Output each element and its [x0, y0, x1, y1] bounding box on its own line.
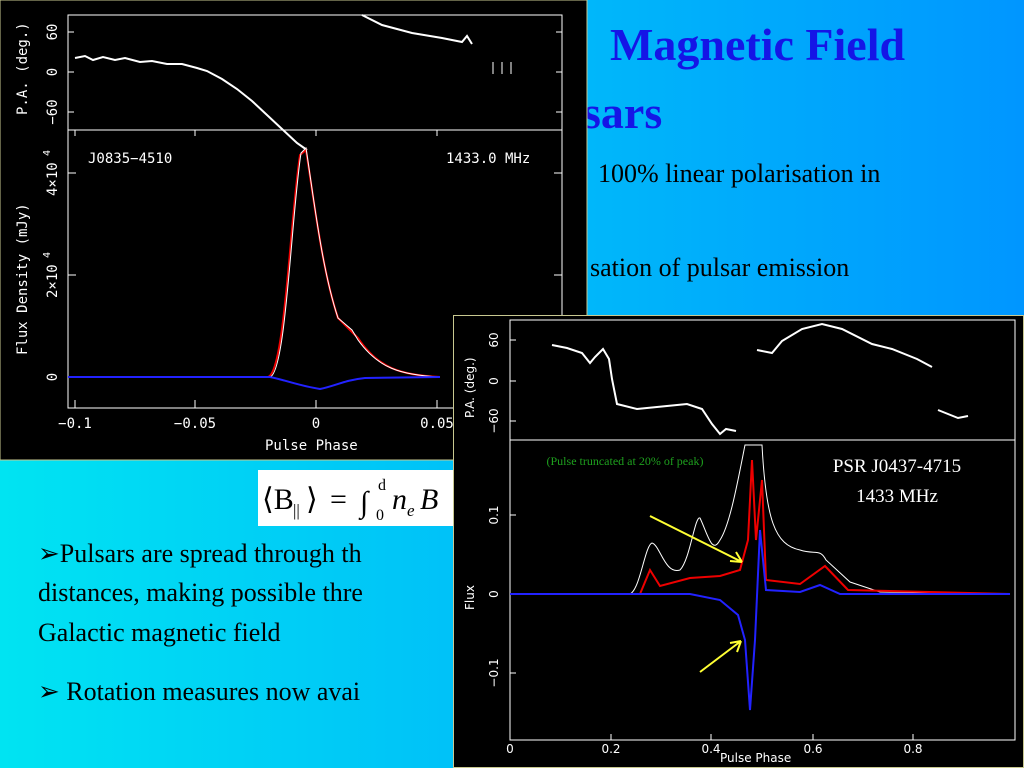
circular-curve	[510, 529, 1010, 711]
tick-label: 60	[487, 332, 501, 347]
x-axis-label: Pulse Phase	[265, 438, 358, 454]
bullet: Galactic magnetic field	[38, 618, 281, 647]
tick-label: 4×10	[45, 162, 61, 196]
tick-label: 0	[487, 377, 501, 385]
formula: ⟩	[306, 483, 318, 516]
formula: e	[407, 501, 415, 520]
tick-label: 0.8	[903, 742, 922, 756]
tick-label: 0.1	[487, 505, 501, 524]
figure-j0437: Pulse Phase P.A. (deg.) Flux 60 0 −60 0.…	[453, 315, 1024, 768]
tick-label: 0.2	[601, 742, 620, 756]
tick-exponent: 4	[42, 252, 53, 258]
axes-frame	[509, 439, 1016, 741]
pa-points	[492, 62, 512, 74]
pa-curve	[361, 14, 473, 45]
text-fragment: 100% linear polarisation in	[598, 159, 880, 188]
axes-frame	[67, 129, 563, 409]
pa-curve	[551, 344, 737, 436]
tick-label: −60	[45, 99, 61, 124]
tick-label: −0.05	[174, 416, 216, 432]
linear-label: Linear	[579, 499, 629, 520]
tick-label: 0.05	[420, 416, 454, 432]
tick-label: 0.4	[701, 742, 720, 756]
circular-curve	[68, 376, 441, 391]
x-axis-label: Pulse Phase	[720, 751, 791, 765]
bullet: ➢Pulsars are spread through th	[38, 539, 362, 568]
formula: =	[330, 483, 347, 516]
y-axis-label: P.A. (deg.)	[15, 22, 31, 115]
arrow	[649, 515, 743, 563]
tick-exponent: 4	[42, 150, 53, 156]
formula: d	[378, 477, 386, 494]
tick-label: 60	[45, 24, 61, 41]
bullet: distances, making possible thre	[38, 578, 363, 607]
frequency: 1433.0 MHz	[446, 151, 530, 167]
title-line: Magnetic Field	[610, 19, 906, 70]
formula: n	[392, 483, 407, 516]
tick-label: −0.1	[487, 658, 501, 687]
text-fragment: sation of pulsar emission	[590, 253, 849, 282]
tick-label: 0.6	[803, 742, 822, 756]
formula: 0	[376, 507, 384, 524]
title-line: sars	[583, 87, 662, 138]
pulsar-name: J0835−4510	[88, 151, 172, 167]
frequency: 1433 MHz	[856, 486, 938, 507]
y-axis-label: P.A. (deg.)	[463, 357, 477, 418]
total-curve	[510, 444, 1011, 595]
y-axis-label: Flux	[463, 585, 477, 610]
tick-label: 0	[45, 68, 61, 76]
tick-label: −0.1	[58, 416, 92, 432]
linear-curve	[510, 459, 1011, 595]
tick-label: 2×10	[45, 264, 61, 298]
tick-label: 0	[487, 590, 501, 598]
formula: ∫	[358, 486, 370, 521]
y-axis-label: Flux Density (mJy)	[15, 203, 31, 355]
bullet: ➢ Rotation measures now avai	[38, 677, 360, 706]
figure-frame	[453, 315, 1024, 768]
formula: B	[420, 483, 438, 516]
circular-label: Circular	[627, 670, 690, 691]
pulsar-name: PSR J0437-4715	[833, 456, 961, 477]
formula: ||	[293, 501, 300, 520]
formula-box	[258, 470, 458, 526]
formula: ⟨B	[262, 483, 294, 516]
total-curve	[68, 146, 441, 378]
note: (Pulse truncated at 20% of peak)	[547, 454, 704, 468]
arrow	[699, 640, 742, 673]
tick-label: 0	[45, 373, 61, 381]
pa-curve	[756, 322, 969, 420]
tick-label: 0	[312, 416, 320, 432]
tick-label: −60	[487, 408, 501, 433]
tick-label: 0	[506, 742, 514, 756]
pa-curve	[74, 54, 308, 151]
